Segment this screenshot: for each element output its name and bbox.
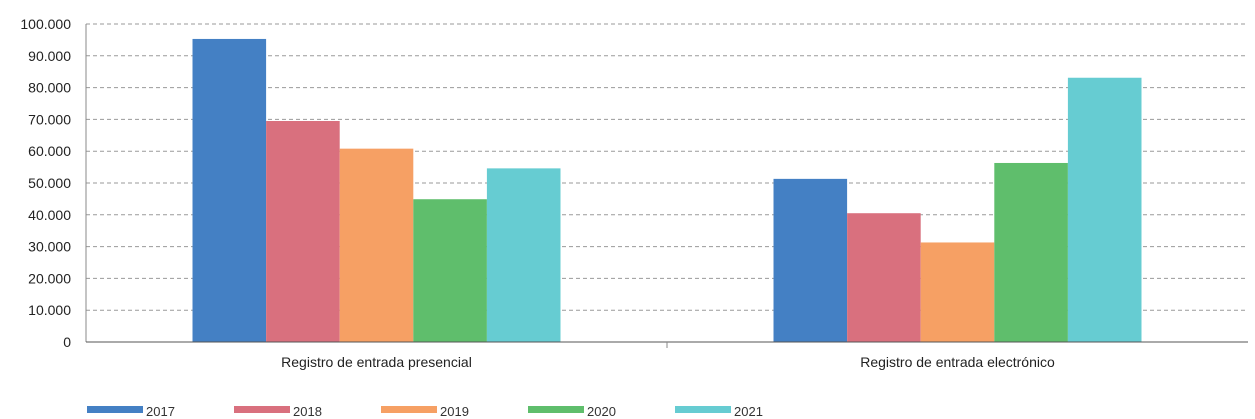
bar-2018-2	[847, 213, 921, 342]
y-tick-label: 10.000	[28, 302, 71, 318]
bar-2019-2	[920, 242, 995, 342]
legend-swatch	[675, 406, 731, 413]
legend-swatch	[528, 406, 584, 413]
bars	[192, 38, 1142, 343]
y-tick-label: 40.000	[28, 207, 71, 223]
axes	[85, 24, 1248, 348]
y-axis-tick-labels: 0 10.000 20.000 30.000 40.000 50.000 60.000 70.…	[20, 16, 71, 350]
legend: 2017 2018 2019 2020 2021	[87, 404, 763, 419]
legend-label: 2017	[146, 404, 175, 419]
y-tick-label: 90.000	[28, 48, 71, 64]
legend-label: 2021	[734, 404, 763, 419]
y-tick-label: 70.000	[28, 111, 71, 127]
legend-label: 2018	[293, 404, 322, 419]
y-tick-label: 0	[63, 334, 71, 350]
bar-2017-1	[192, 38, 267, 343]
y-tick-label: 60.000	[28, 143, 71, 159]
legend-label: 2020	[587, 404, 616, 419]
y-tick-label: 20.000	[28, 270, 71, 286]
y-tick-label: 30.000	[28, 239, 71, 255]
bar-2018-1	[266, 120, 340, 343]
legend-swatch	[87, 406, 143, 413]
x-category-label: Registro de entrada electrónico	[860, 354, 1055, 370]
legend-label: 2019	[440, 404, 469, 419]
legend-item-2017: 2017	[87, 404, 175, 419]
y-tick-label: 80.000	[28, 80, 71, 96]
y-tick-label: 50.000	[28, 175, 71, 191]
legend-item-2019: 2019	[381, 404, 469, 419]
bar-2020-2	[994, 162, 1068, 342]
bar-2017-2	[773, 178, 848, 342]
x-category-label: Registro de entrada presencial	[281, 354, 472, 370]
legend-item-2018: 2018	[234, 404, 322, 419]
bar-2021-2	[1067, 77, 1142, 342]
bar-2019-1	[339, 148, 414, 342]
legend-swatch	[234, 406, 290, 413]
legend-item-2021: 2021	[675, 404, 763, 419]
legend-swatch	[381, 406, 437, 413]
y-tick-label: 100.000	[20, 16, 71, 32]
bar-2021-1	[486, 168, 561, 342]
category-labels: Registro de entrada presencial Registro d…	[281, 354, 1055, 370]
bar-2020-1	[413, 199, 487, 342]
legend-item-2020: 2020	[528, 404, 616, 419]
